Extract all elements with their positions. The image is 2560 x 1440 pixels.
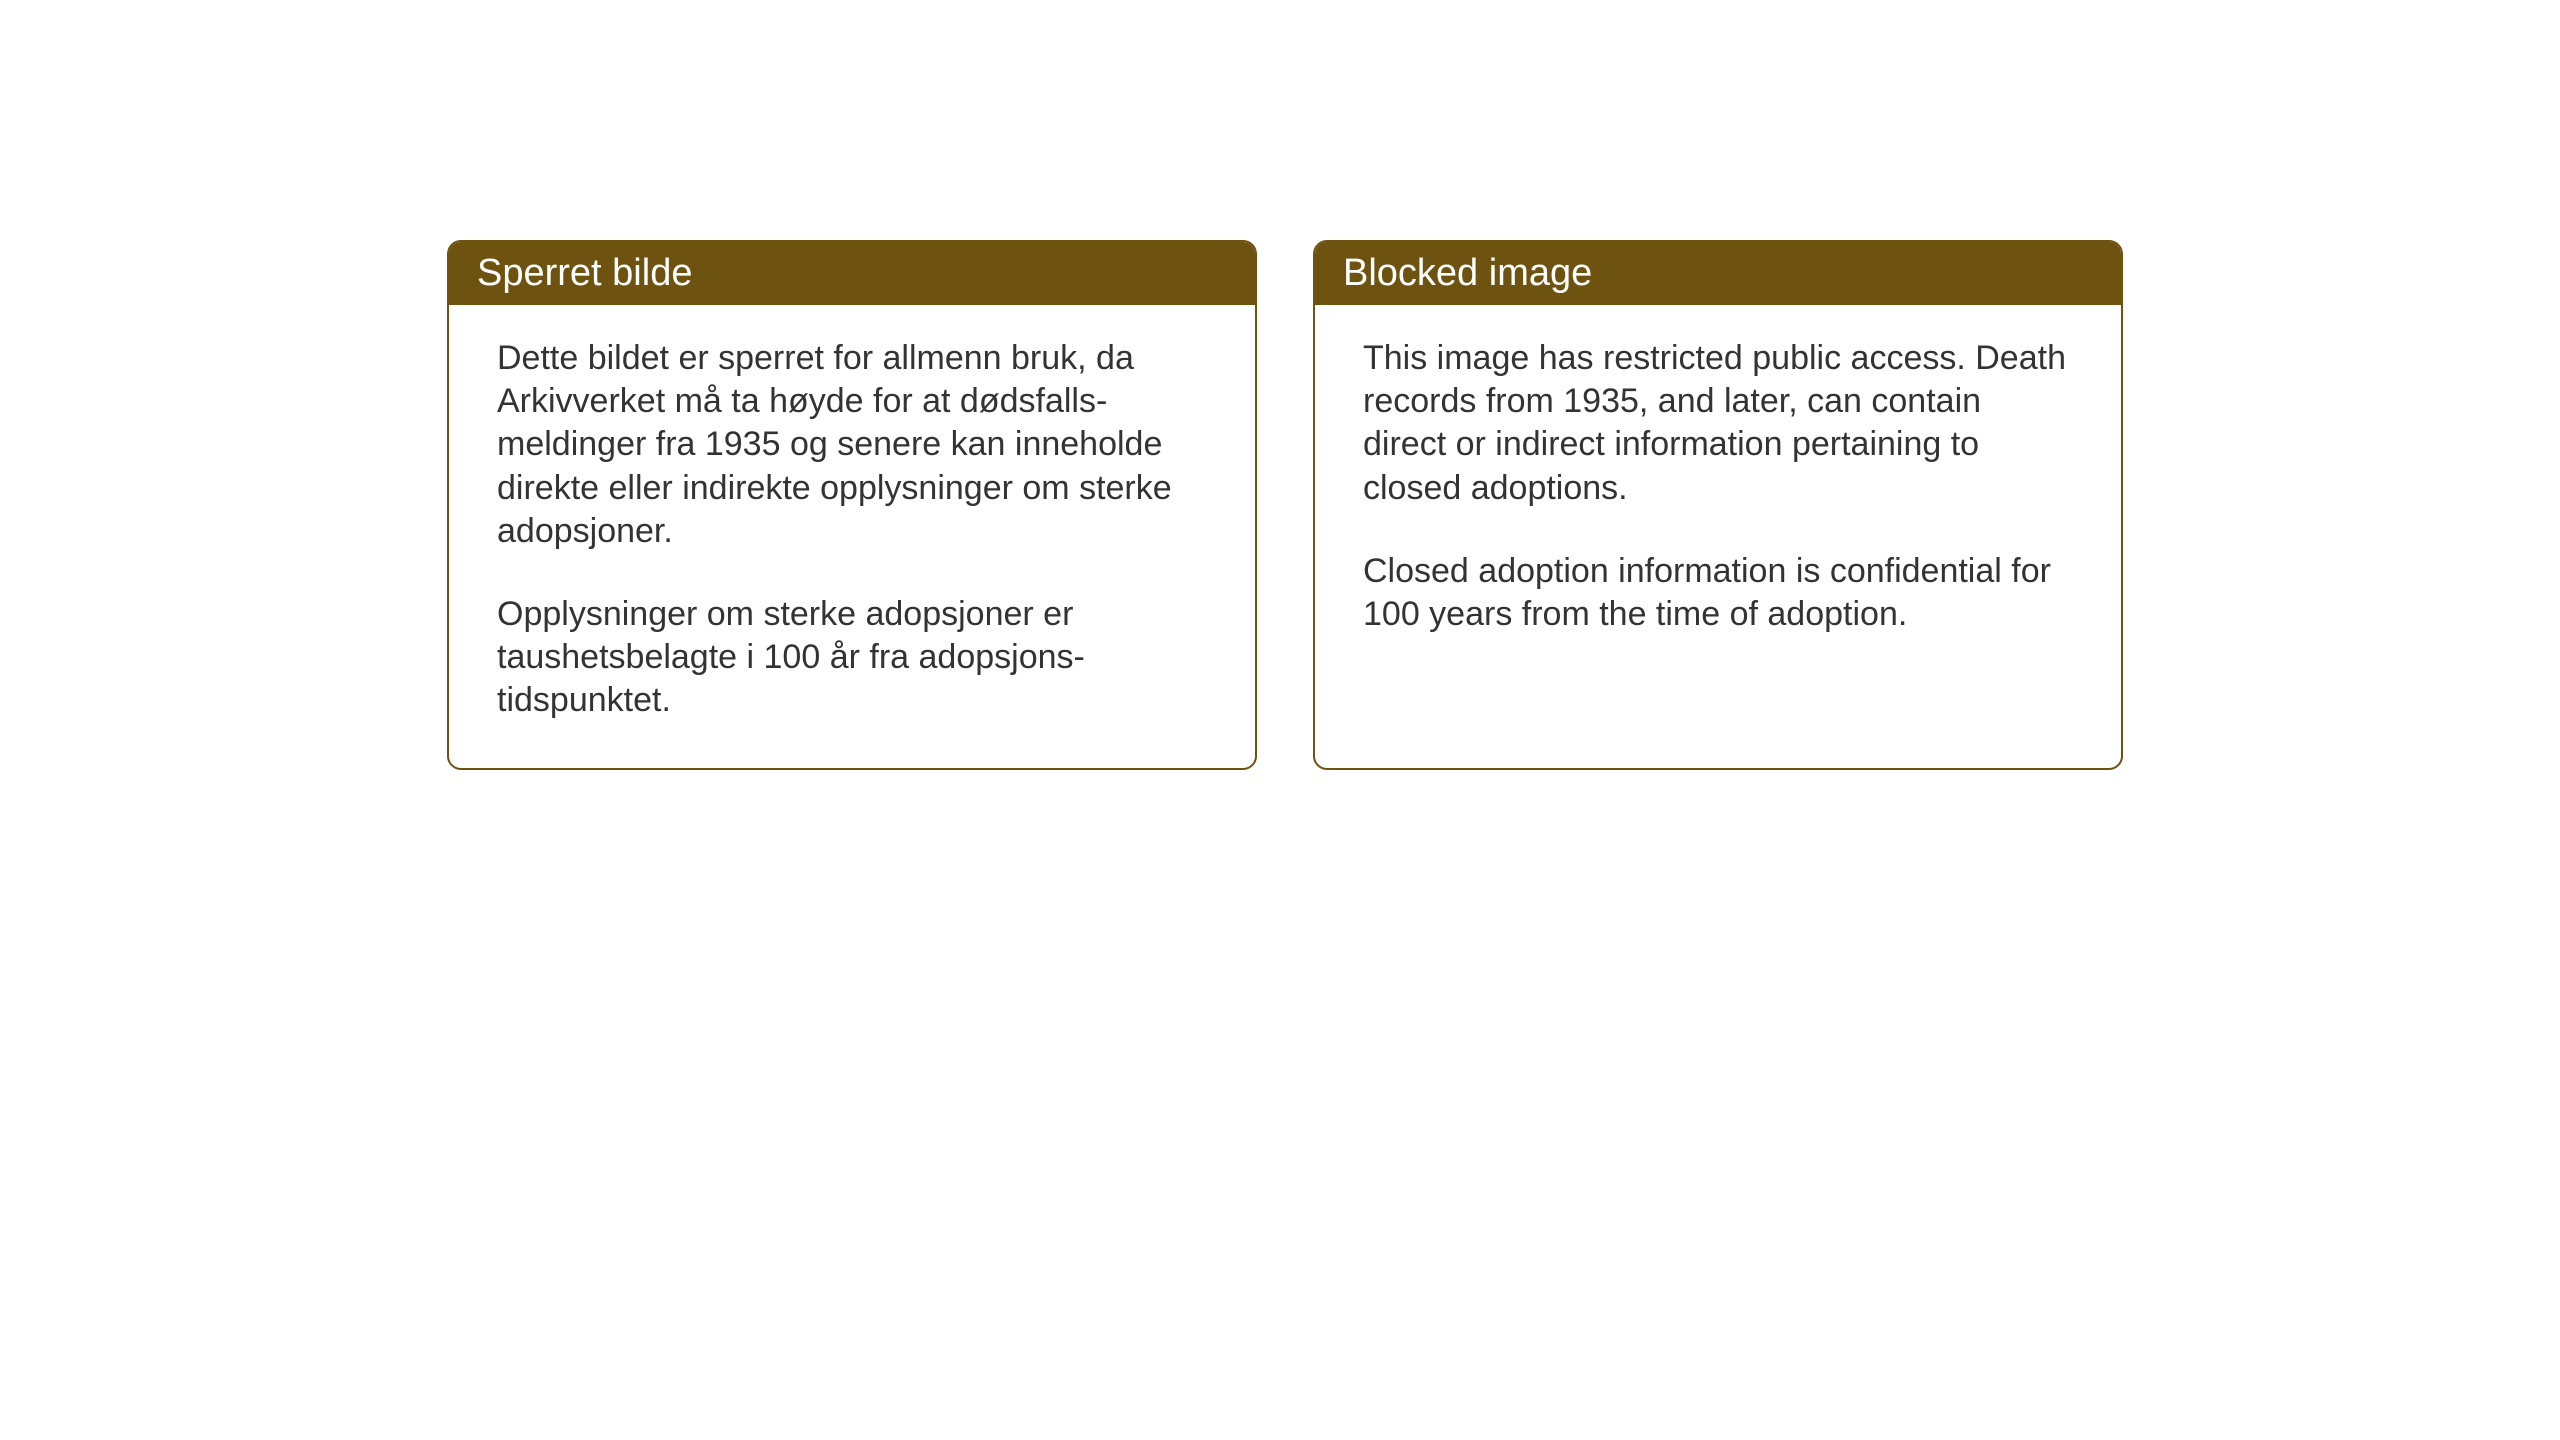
card-title-english: Blocked image <box>1343 252 1592 294</box>
notice-container: Sperret bilde Dette bildet er sperret fo… <box>447 240 2123 770</box>
card-title-norwegian: Sperret bilde <box>477 252 692 294</box>
card-body-english: This image has restricted public access.… <box>1315 305 2121 682</box>
card-paragraph-1-english: This image has restricted public access.… <box>1363 337 2073 510</box>
card-paragraph-1-norwegian: Dette bildet er sperret for allmenn bruk… <box>497 337 1207 553</box>
notice-card-norwegian: Sperret bilde Dette bildet er sperret fo… <box>447 240 1257 770</box>
card-header-norwegian: Sperret bilde <box>449 242 1255 305</box>
card-body-norwegian: Dette bildet er sperret for allmenn bruk… <box>449 305 1255 768</box>
card-paragraph-2-english: Closed adoption information is confident… <box>1363 550 2073 636</box>
card-paragraph-2-norwegian: Opplysninger om sterke adopsjoner er tau… <box>497 593 1207 723</box>
notice-card-english: Blocked image This image has restricted … <box>1313 240 2123 770</box>
card-header-english: Blocked image <box>1315 242 2121 305</box>
